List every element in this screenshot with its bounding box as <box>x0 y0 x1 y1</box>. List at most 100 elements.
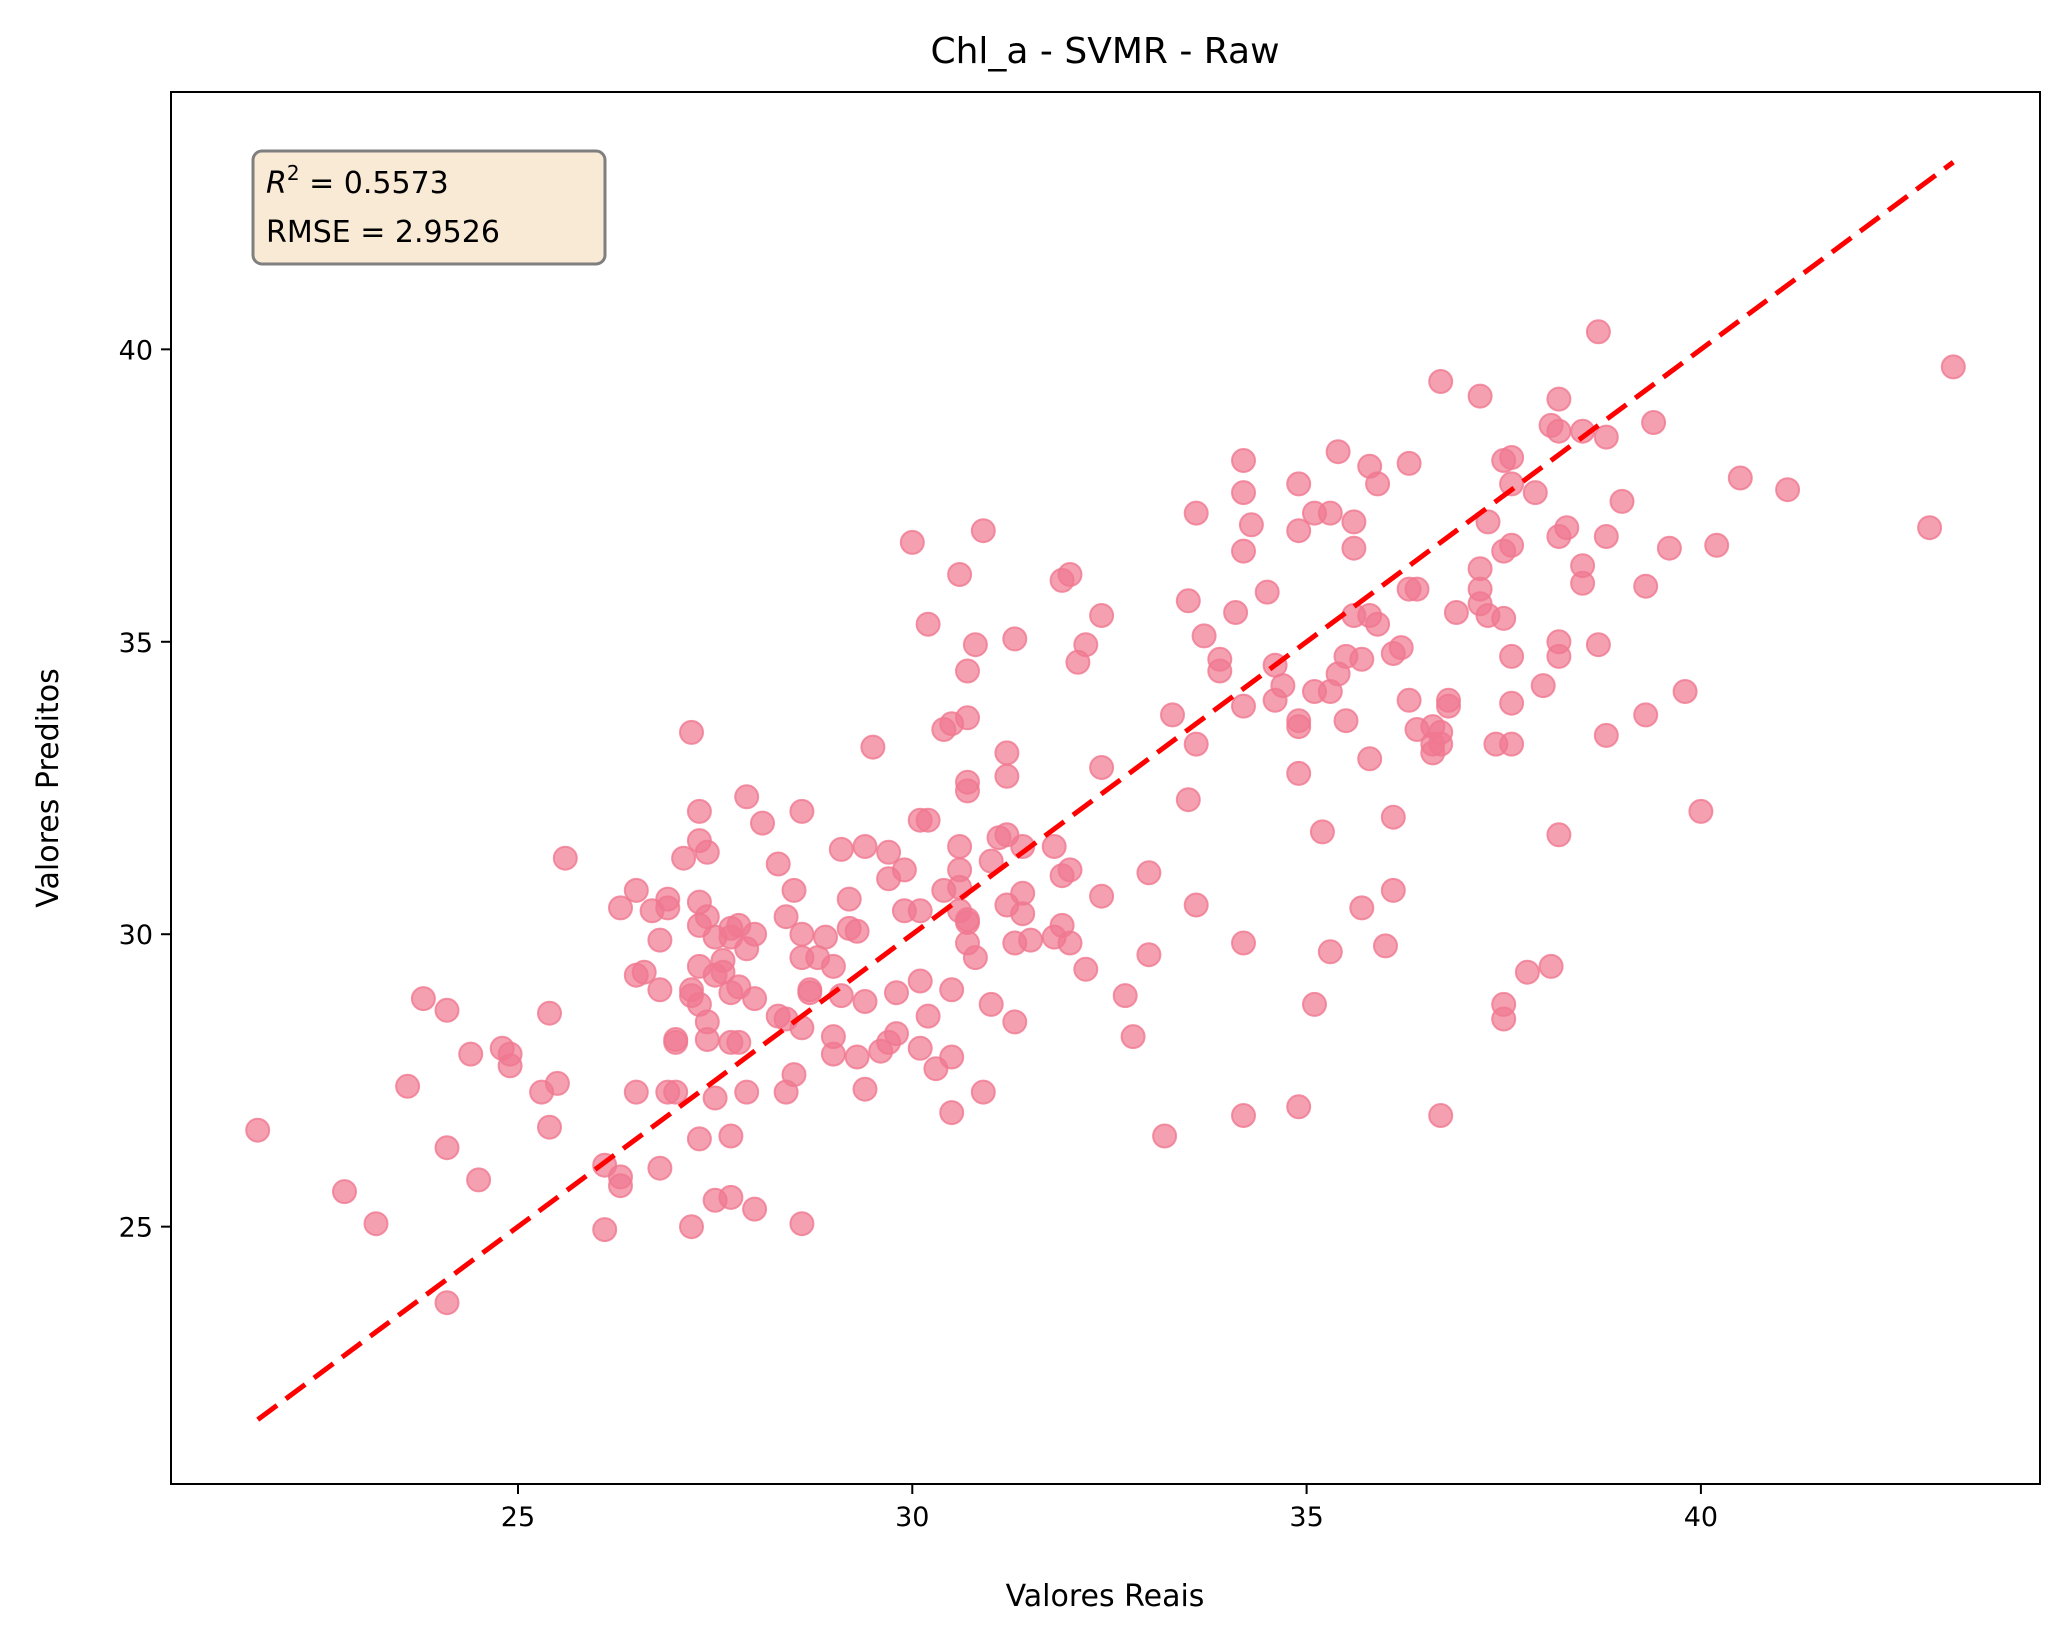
data-point <box>608 1173 633 1199</box>
data-point <box>1704 532 1730 558</box>
x-tick-label: 25 <box>501 1502 535 1533</box>
data-point <box>1546 386 1572 412</box>
data-point <box>1112 983 1138 1009</box>
data-point <box>1633 702 1659 728</box>
data-point <box>1018 927 1044 953</box>
data-point <box>1089 883 1115 909</box>
data-point <box>1656 535 1682 561</box>
data-point <box>1286 518 1312 544</box>
data-point <box>458 1041 484 1067</box>
data-point <box>1467 383 1493 409</box>
data-point <box>1057 857 1083 883</box>
data-point <box>1231 538 1256 564</box>
data-point <box>1593 722 1619 748</box>
data-point <box>1499 532 1525 558</box>
data-point <box>1499 471 1525 497</box>
data-point <box>1286 1094 1312 1120</box>
data-point <box>647 977 673 1003</box>
data-point <box>1286 760 1312 786</box>
data-point <box>1522 480 1548 506</box>
data-point <box>718 1184 744 1210</box>
data-point <box>1191 623 1217 649</box>
data-point <box>1057 562 1083 587</box>
data-point <box>1089 603 1115 628</box>
data-point <box>497 1053 523 1079</box>
data-point <box>1633 573 1659 599</box>
data-point <box>907 968 933 994</box>
data-point <box>1396 450 1422 476</box>
data-point <box>663 1029 689 1055</box>
data-point <box>1499 445 1525 470</box>
data-point <box>828 836 854 862</box>
data-point <box>1499 731 1525 757</box>
data-point <box>1404 576 1430 602</box>
data-point <box>671 845 697 871</box>
data-point <box>1775 477 1801 503</box>
data-point <box>852 1076 878 1102</box>
data-point <box>1152 1123 1178 1149</box>
data-point <box>686 798 712 824</box>
data-point <box>686 1126 712 1152</box>
data-point <box>663 1079 689 1105</box>
data-point <box>1380 877 1406 903</box>
data-point <box>1641 410 1667 435</box>
x-tick-label: 30 <box>895 1502 929 1533</box>
data-point <box>1917 515 1943 541</box>
data-point <box>1175 787 1201 813</box>
data-point <box>395 1073 421 1099</box>
y-tick-label: 30 <box>119 920 153 951</box>
data-point <box>466 1167 492 1193</box>
data-point <box>537 1000 562 1026</box>
data-point <box>860 734 886 760</box>
data-point <box>1530 673 1556 699</box>
data-point <box>765 851 791 877</box>
stats-box-background <box>251 149 607 266</box>
data-point <box>1183 500 1209 526</box>
y-tick-label: 40 <box>119 335 153 366</box>
data-point <box>1380 804 1406 830</box>
data-point <box>718 1123 744 1149</box>
data-point <box>994 763 1020 789</box>
data-point <box>789 1211 815 1237</box>
data-point <box>907 1035 933 1061</box>
data-point <box>1325 439 1351 465</box>
data-point <box>1388 635 1414 661</box>
data-point <box>1231 448 1256 473</box>
data-point <box>955 778 980 804</box>
data-point <box>694 1027 720 1052</box>
data-point <box>915 1003 941 1029</box>
data-point <box>410 986 436 1012</box>
data-point <box>1365 471 1391 497</box>
data-point <box>947 562 973 587</box>
plot-frame <box>170 91 2041 1485</box>
data-point <box>434 997 460 1023</box>
data-point <box>773 904 799 930</box>
data-point <box>647 927 673 953</box>
data-point <box>1546 418 1572 444</box>
data-point <box>1160 702 1185 728</box>
data-point <box>899 529 925 555</box>
data-point <box>592 1217 618 1243</box>
data-point <box>694 839 720 865</box>
data-point <box>789 921 815 947</box>
r2-symbol: R <box>266 166 287 201</box>
data-point <box>1357 746 1383 772</box>
data-point <box>1443 600 1469 625</box>
data-point <box>1688 798 1714 824</box>
data-point <box>1514 959 1540 985</box>
data-point <box>884 1021 909 1047</box>
x-axis-title: Valores Reais <box>1006 1579 1205 1614</box>
data-point <box>1475 509 1501 535</box>
data-point <box>852 989 878 1014</box>
data-point <box>1136 860 1162 886</box>
data-point <box>332 1179 357 1205</box>
data-point <box>994 740 1020 766</box>
data-point <box>1593 524 1619 549</box>
data-point <box>537 1114 562 1140</box>
data-point <box>947 834 973 859</box>
data-point <box>1002 1009 1028 1035</box>
y-axis-title: Valores Preditos <box>31 668 66 907</box>
data-point <box>781 1062 807 1088</box>
